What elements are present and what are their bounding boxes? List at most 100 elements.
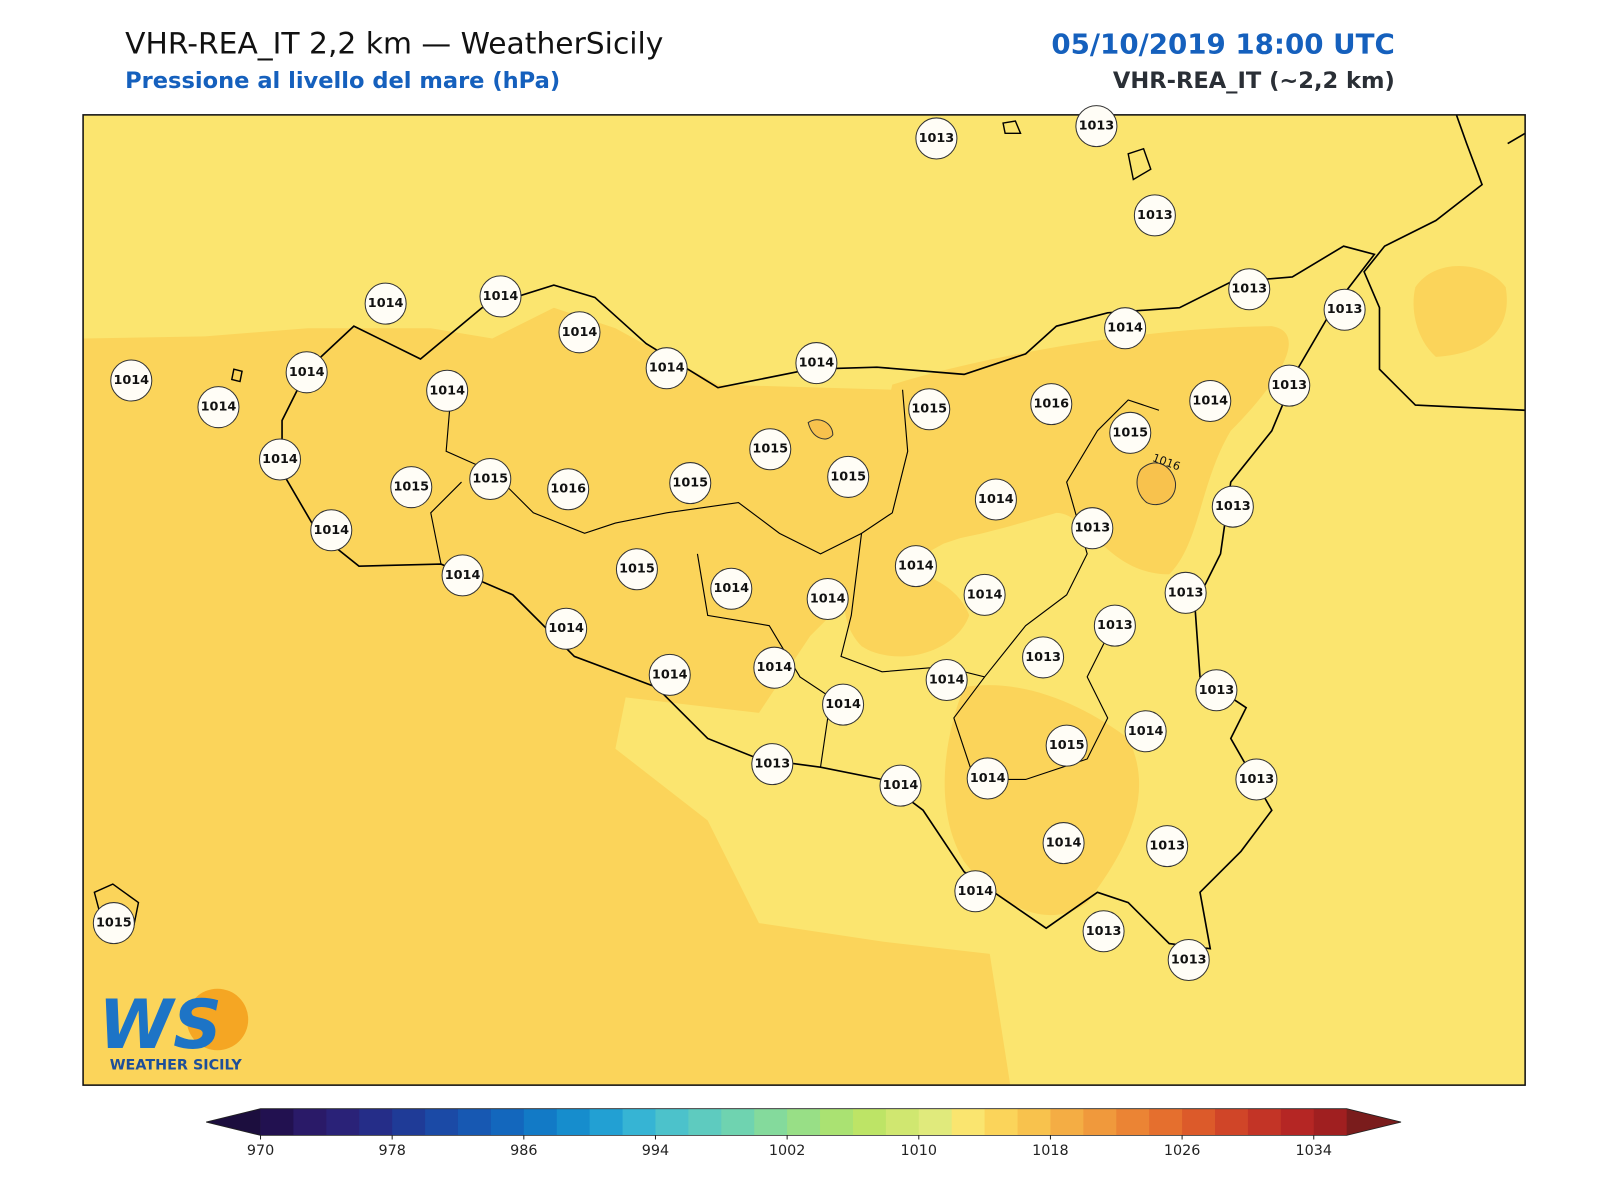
station-value: 1014 [713,581,749,596]
station-marker [110,359,153,402]
pressure-field [1413,265,1507,357]
station-value: 1014 [262,452,298,467]
colorbar-tick-label: 1026 [1164,1143,1201,1159]
station-marker [795,342,838,385]
station-value: 1014 [483,289,519,304]
station-value: 1014 [958,884,994,899]
colorbar-tick-label: 994 [642,1143,669,1159]
station-marker [547,468,590,511]
station-marker [1030,383,1073,426]
station-value: 1014 [562,325,598,340]
station-value: 1014 [289,365,325,380]
station-value: 1016 [550,482,586,497]
station-value: 1014 [799,356,835,371]
pressure-field [844,568,970,657]
station-marker [1082,910,1125,953]
colorbar-box [1149,1108,1183,1136]
station-value: 1015 [830,469,866,484]
map-area: 1016 [82,114,1526,1086]
colorbar-box [1247,1108,1282,1136]
colorbar-box [820,1108,854,1136]
station-marker [966,757,1009,800]
contour-1016 [1136,462,1176,506]
colorbar-box [457,1108,492,1136]
model-label: VHR-REA_IT (~2,2 km) [1113,68,1395,94]
station-marker [925,658,968,702]
station-value: 1014 [970,771,1006,786]
station-marker [1189,380,1232,423]
station-marker [645,347,688,390]
station-marker [390,466,433,509]
station-marker [915,117,958,160]
station-value: 1013 [919,131,955,146]
colorbar-box [1280,1108,1315,1136]
colorbar-tick-label: 1002 [769,1143,806,1159]
province-border [430,389,1160,781]
station-value: 1013 [1149,839,1185,854]
colorbar-box [622,1108,656,1136]
colorbar-box [918,1108,953,1136]
colorbar-box [556,1108,591,1136]
logo: WS WEATHER SICILY [98,985,249,1074]
station-marker [1167,938,1210,982]
station-value: 1015 [1049,738,1085,753]
station-marker [879,764,922,807]
station-value: 1015 [96,916,132,931]
colorbar-tick-label: 1018 [1032,1143,1069,1159]
station-marker [648,653,691,696]
station-marker [545,607,588,650]
colorbar-box [1182,1108,1216,1136]
station-marker [822,683,865,726]
logo-mark: WS [98,985,221,1064]
station-marker [1133,194,1176,237]
station-value: 1014 [368,296,404,311]
station-value: 1013 [1271,378,1307,393]
station-value: 1014 [113,373,149,388]
station-value: 1014 [548,621,584,636]
colorbar: 970 978 986 994 1002 1010 1018 1026 1034 [206,1108,1402,1159]
colorbar-box [721,1108,755,1136]
colorbar-box [359,1108,393,1136]
station-value: 1014 [810,591,846,606]
station-value: 1015 [472,471,508,486]
colorbar-box [655,1108,689,1136]
logo-text: WEATHER SICILY [110,1058,243,1074]
station-marker [1109,411,1152,454]
pressure-field [944,685,1140,916]
station-value: 1014 [1128,724,1164,739]
station-value: 1015 [911,402,947,417]
station-marker [285,351,328,394]
station-marker [1071,507,1114,550]
station-marker [197,386,240,429]
station-value: 1015 [752,442,788,457]
station-value: 1013 [1327,302,1363,317]
colorbar-tick-label: 1010 [901,1143,938,1159]
colorbar-box [951,1108,986,1136]
station-value: 1014 [313,523,349,538]
colorbar-box [787,1108,821,1136]
colorbar-extend-over [1346,1108,1402,1136]
colorbar-box [490,1108,525,1136]
station-marker [710,567,753,610]
station-value: 1015 [1112,425,1148,440]
station-value: 1014 [652,667,688,682]
station-marker [258,438,302,481]
colorbar-box [1116,1108,1150,1136]
colorbar-box [1313,1108,1348,1136]
colorbar-box [852,1108,887,1136]
stations: 1013 1013 1013 1014 1014 1014 1014 1014 1014 1014… [92,105,1366,982]
colorbar-tick-label: 978 [378,1143,405,1159]
station-marker [894,545,937,588]
colorbar-tick-label: 986 [510,1143,537,1159]
station-value: 1014 [898,559,934,574]
station-marker [558,311,601,354]
station-value: 1014 [1107,321,1143,336]
colorbar-box [688,1108,722,1136]
station-marker [1075,105,1118,148]
station-value: 1013 [1171,953,1207,968]
map-frame [82,114,1526,1086]
station-value: 1014 [429,383,465,398]
colorbar-box [1083,1108,1117,1136]
